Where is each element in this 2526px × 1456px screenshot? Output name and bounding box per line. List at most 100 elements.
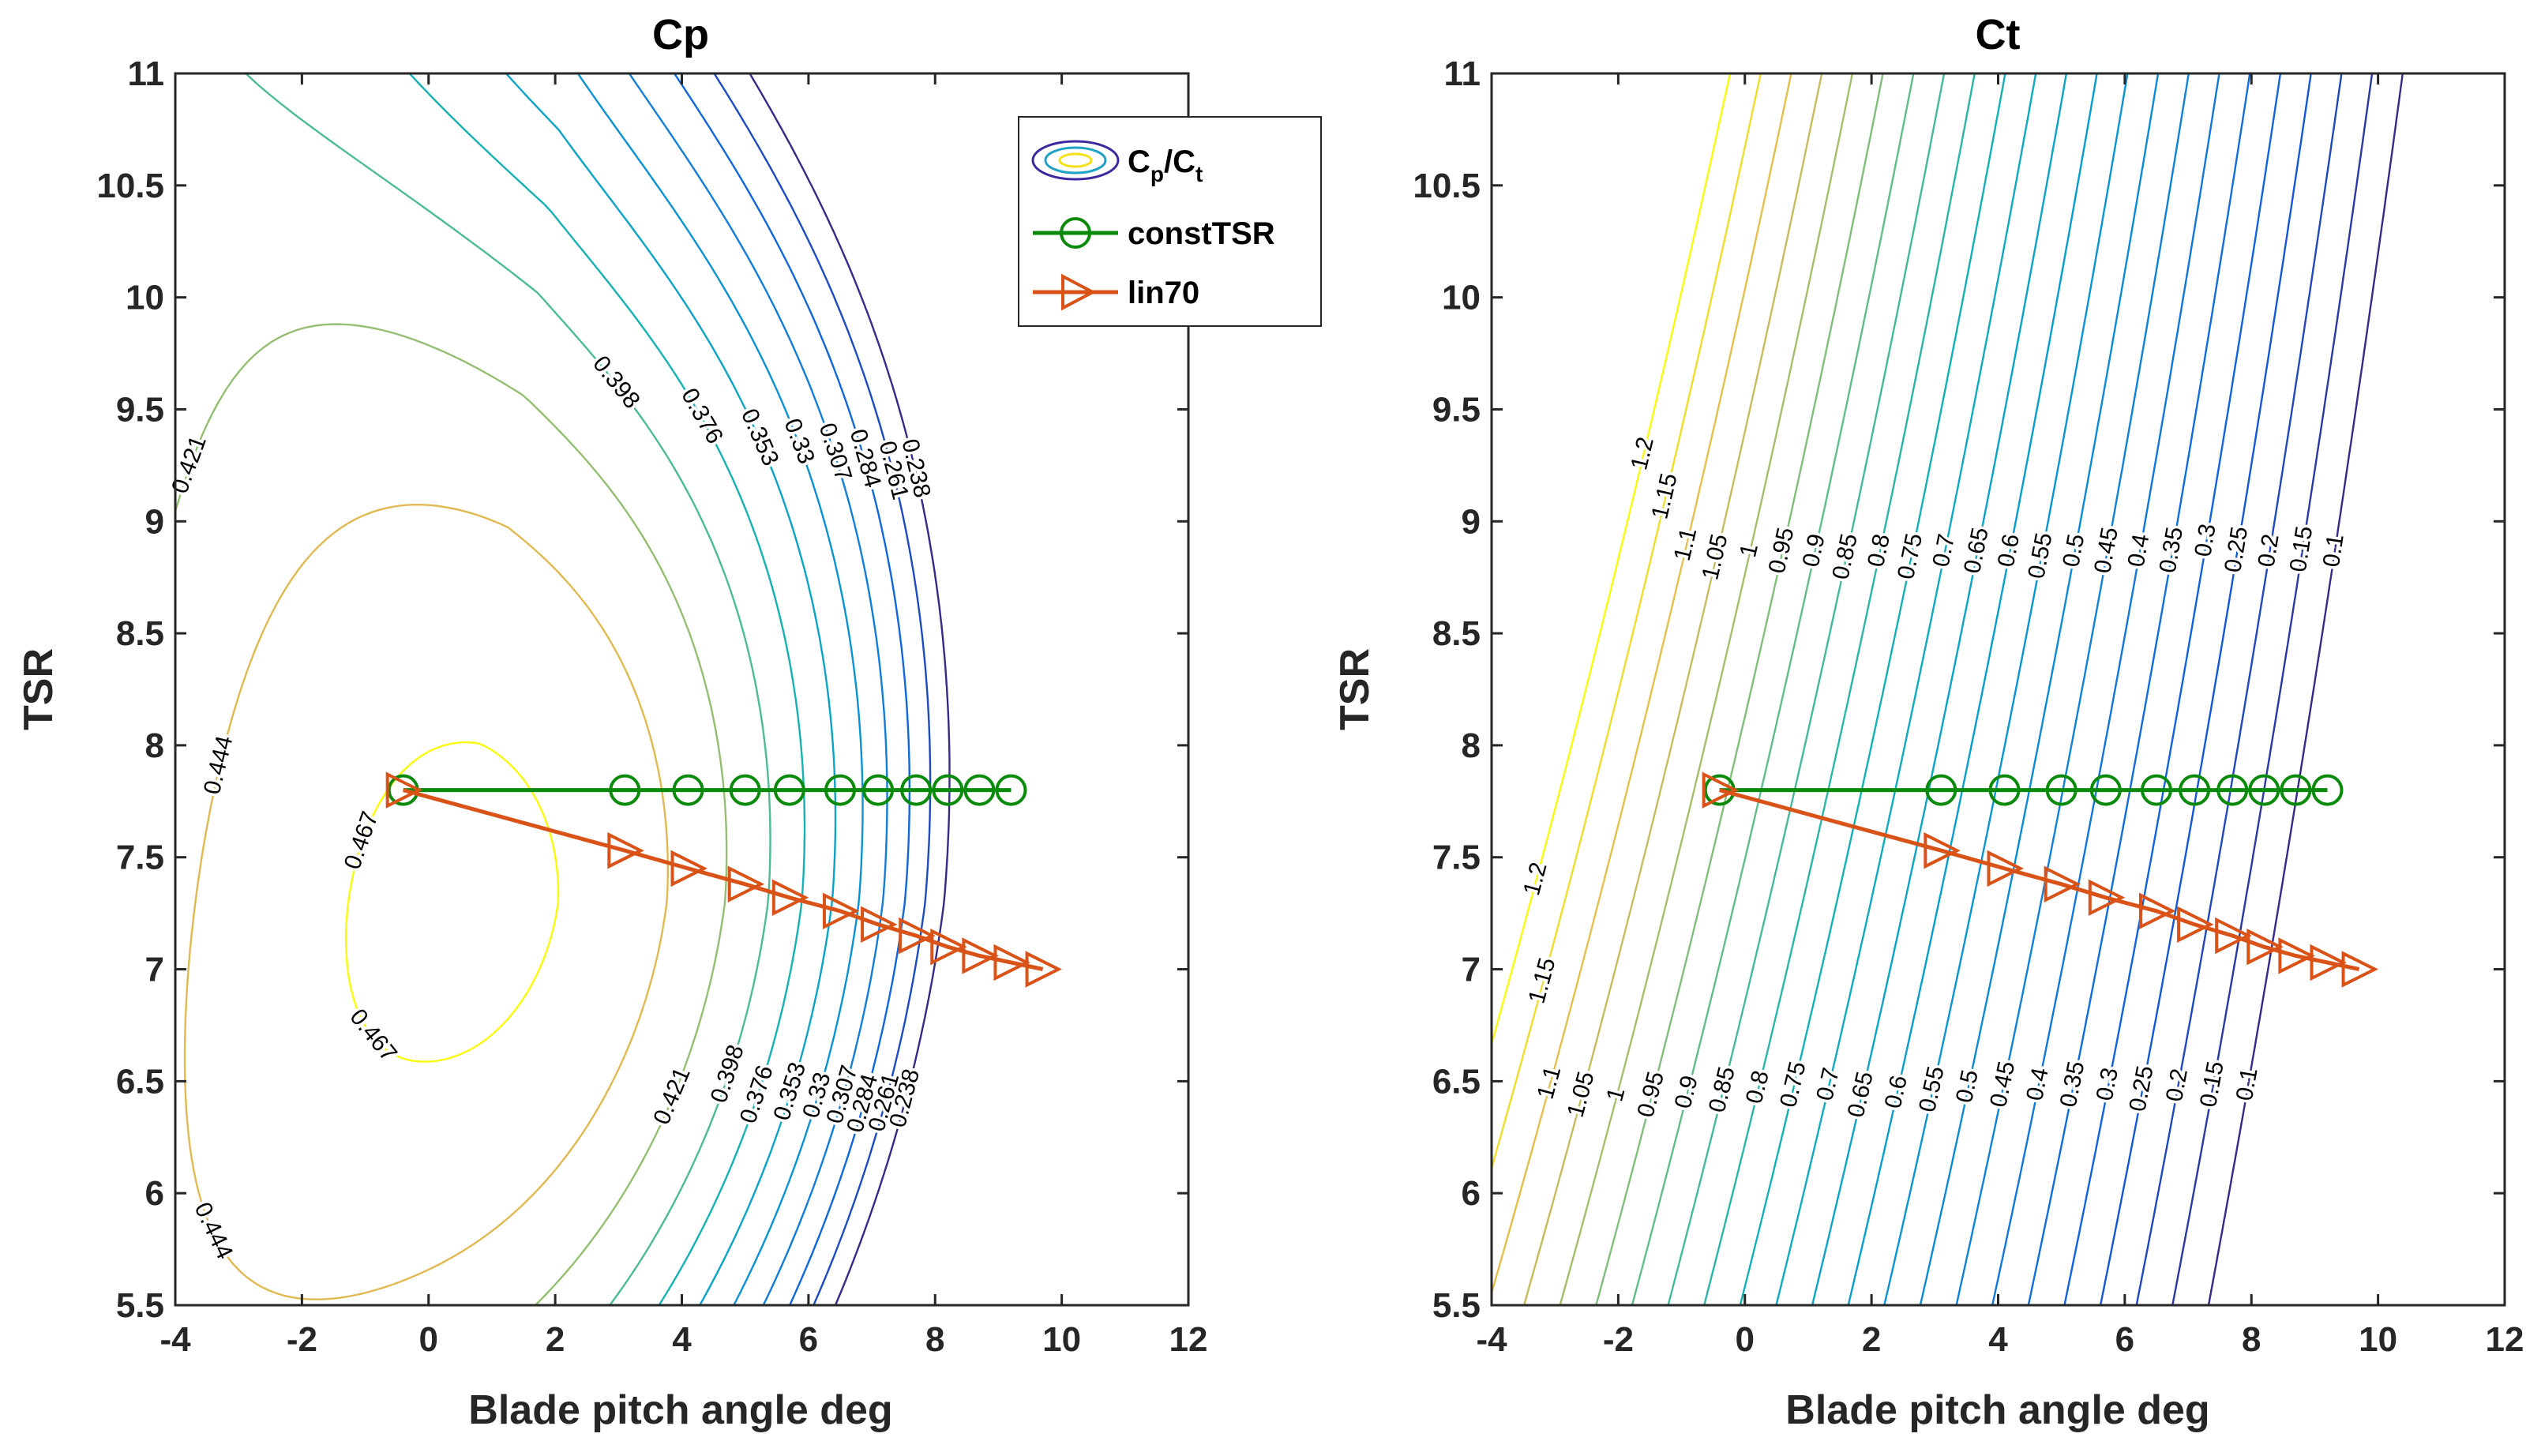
contour-label-ct-0: 0.15 (2195, 1060, 2229, 1109)
contour-label-ct-0: 1 (1601, 1085, 1630, 1105)
cp-lin70-point (670, 850, 708, 887)
cp-y-tick-label: 8.5 (116, 614, 164, 653)
contour-line-ct-0.4 (1991, 73, 2220, 1306)
cp-y-tick-label: 7.5 (116, 839, 164, 877)
contour-line-ct-0.1 (2207, 73, 2404, 1306)
contour-label-ct-0: 0.45 (1985, 1059, 2020, 1109)
legend-entry-consttsr: constTSR (1128, 216, 1275, 251)
cp-title: Cp (652, 11, 709, 58)
contour-label-cp-0: 0.444 (190, 1199, 238, 1263)
contour-label-cp-1: 0.353 (736, 405, 784, 470)
ct-lin70-point (2088, 879, 2126, 917)
ct-y-tick-label: 6 (1462, 1174, 1481, 1213)
contour-line-ct-0.65 (1811, 73, 2068, 1306)
contour-label-ct-0: 0.35 (2055, 1059, 2090, 1109)
ct-constTSR-point (2216, 774, 2249, 806)
contour-label-ct-1: 0.2 (2254, 532, 2284, 569)
cp-series-layer (385, 771, 1063, 988)
ct-series-layer (1702, 771, 2379, 988)
cp-y-tick-label: 10 (126, 279, 164, 317)
cp-y-tick-label: 6 (145, 1174, 164, 1213)
legend-lin70-marker (1061, 273, 1097, 311)
contour-line-ct-0.85 (1667, 73, 1946, 1306)
contour-line-ct-0.75 (1739, 73, 2006, 1306)
contour-label-ct-1: 0.55 (2023, 531, 2057, 581)
cp-lin70-point (385, 771, 423, 809)
contour-label-ct-0: 0.8 (1741, 1068, 1774, 1106)
contour-line-ct-0.8 (1703, 73, 1976, 1306)
contour-label-ct-0: 0.9 (1670, 1073, 1703, 1112)
legend: Cp/Ct constTSR lin70 (1018, 116, 1322, 327)
ct-lin70-point (1987, 850, 2024, 887)
contour-label-ct-0: 0.55 (1914, 1064, 1950, 1114)
ct-lin70-point (2246, 928, 2284, 966)
ct-y-tick-label: 8.5 (1432, 614, 1481, 653)
cp-lin70-point (899, 917, 936, 955)
cp-constTSR-point (672, 774, 704, 806)
contour-label-ct-1: 0.65 (1959, 525, 1994, 576)
cp-lin70-point (930, 928, 967, 966)
contour-label-ct-0: 0.7 (1811, 1065, 1845, 1103)
contour-line-cp-0.33 (576, 73, 864, 1306)
ct-constTSR-point (2089, 774, 2122, 806)
contour-label-ct-1: 0.4 (2123, 532, 2155, 569)
cp-series-line-lin70 (403, 788, 1044, 971)
contour-line-ct-0.9 (1631, 73, 1915, 1306)
contour-label-ct-0: 0.5 (1951, 1068, 1984, 1105)
ct-constTSR-point (2179, 774, 2211, 806)
ct-constTSR-point (1925, 774, 1957, 806)
ct-constTSR-point (2141, 774, 2172, 806)
cp-y-tick-label: 9.5 (116, 390, 164, 429)
cp-y-tick-label: 11 (127, 54, 164, 93)
ct-y-tick-label: 10 (1442, 279, 1481, 317)
cp-y-ticks: 5.5 6 6.5 7 7.5 8 8.5 9 9.5 10 10.5 11 (96, 54, 1188, 1325)
cp-x-tick-label: 0 (419, 1320, 438, 1359)
cp-constTSR-point (609, 774, 641, 806)
cp-contour-lines (174, 73, 951, 1306)
cp-y-tick-label: 10.5 (96, 167, 164, 205)
cp-panel: Cp 0.2380.2380.2610.2610.2840.2840.3070.… (16, 11, 1322, 1433)
ct-constTSR-point (2311, 774, 2344, 806)
contour-line-ct-0.7 (1775, 73, 2037, 1306)
contour-line-cp-0.238 (749, 73, 951, 1306)
contour-line-cp-0.467 (344, 741, 560, 1063)
cp-x-tick-label: 4 (672, 1320, 692, 1359)
cp-lin70-point (822, 892, 860, 930)
contour-line-ct-0.95 (1595, 73, 1884, 1306)
cp-constTSR-point (963, 774, 996, 806)
contour-label-ct-0: 1.2 (1518, 860, 1552, 899)
cp-constTSR-point (773, 774, 805, 806)
contour-line-ct-1.15 (1490, 73, 1762, 1169)
contour-label-ct-1: 1.15 (1646, 471, 1683, 521)
ct-constTSR-point (2248, 774, 2280, 806)
ct-y-axis-label: TSR (1332, 648, 1378, 730)
legend-entry-contour: Cp/Ct (1128, 144, 1203, 186)
ct-y-tick-label: 7.5 (1432, 839, 1481, 877)
contour-label-cp-1: 0.421 (167, 433, 212, 497)
contour-label-ct-1: 0.1 (2318, 532, 2349, 569)
contour-label-ct-0: 0.2 (2161, 1067, 2193, 1104)
ct-lin70-point (2215, 917, 2252, 955)
contour-label-ct-1: 0.7 (1928, 531, 1961, 569)
cp-constTSR-point (824, 774, 856, 806)
contour-line-ct-0.2 (2135, 73, 2343, 1306)
contour-line-ct-0.15 (2171, 73, 2374, 1306)
contour-label-cp-1: 0.467 (340, 808, 384, 872)
contour-label-ct-1: 0.15 (2285, 524, 2318, 574)
ct-constTSR-point (2280, 774, 2312, 806)
cp-constTSR-point (995, 774, 1027, 806)
contour-line-cp-0.261 (713, 73, 932, 1306)
contour-label-ct-1: 0.45 (2089, 525, 2123, 575)
ct-x-ticks: -4 -2 0 2 4 6 8 10 12 (1476, 73, 2524, 1359)
ct-lin70-point (2044, 865, 2081, 902)
contour-line-cp-0.353 (505, 73, 837, 1306)
cp-y-tick-label: 7 (145, 951, 164, 989)
ct-x-tick-label: 12 (2486, 1320, 2524, 1359)
contour-label-ct-1: 0.8 (1863, 531, 1895, 569)
contour-label-ct-1: 1.1 (1669, 525, 1702, 563)
cp-lin70-point (771, 879, 809, 917)
cp-constTSR-point (900, 774, 933, 806)
cp-constTSR-point (862, 774, 895, 806)
cp-lin70-point (861, 906, 898, 944)
